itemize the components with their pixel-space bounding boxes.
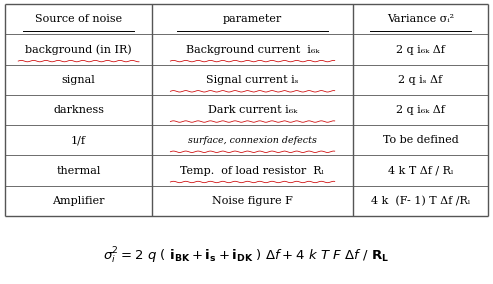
Text: thermal: thermal: [56, 166, 101, 176]
Text: 4 k T Δf / Rₗ: 4 k T Δf / Rₗ: [387, 166, 453, 176]
Text: signal: signal: [62, 75, 96, 85]
Text: Amplifier: Amplifier: [52, 196, 105, 206]
Text: Noise figure F: Noise figure F: [212, 196, 293, 206]
Text: Temp.  of load resistor  Rₗ: Temp. of load resistor Rₗ: [180, 166, 324, 176]
Text: Background current  i₆ₖ: Background current i₆ₖ: [186, 45, 319, 55]
Text: To be defined: To be defined: [383, 135, 458, 145]
Text: Source of noise: Source of noise: [35, 14, 122, 24]
Text: $\sigma_i^2 = 2\ q\ (\ \mathbf{i_{BK}} + \mathbf{i_s} + \mathbf{i_{DK}}\ )\ \Del: $\sigma_i^2 = 2\ q\ (\ \mathbf{i_{BK}} +…: [104, 245, 389, 266]
Text: Variance σᵢ²: Variance σᵢ²: [387, 14, 454, 24]
Text: surface, connexion defects: surface, connexion defects: [188, 136, 317, 145]
Text: parameter: parameter: [223, 14, 282, 24]
Text: Signal current iₛ: Signal current iₛ: [206, 75, 299, 85]
Text: 1/f: 1/f: [71, 135, 86, 145]
Text: 4 k  (F- 1) T Δf /Rₗ: 4 k (F- 1) T Δf /Rₗ: [371, 196, 470, 206]
Text: Dark current i₆ₖ: Dark current i₆ₖ: [208, 105, 297, 115]
Text: darkness: darkness: [53, 105, 104, 115]
Text: 2 q i₆ₖ Δf: 2 q i₆ₖ Δf: [396, 45, 445, 55]
Text: 2 q iₛ Δf: 2 q iₛ Δf: [398, 75, 443, 85]
Text: 2 q i₆ₖ Δf: 2 q i₆ₖ Δf: [396, 105, 445, 115]
Text: background (in IR): background (in IR): [25, 44, 132, 55]
